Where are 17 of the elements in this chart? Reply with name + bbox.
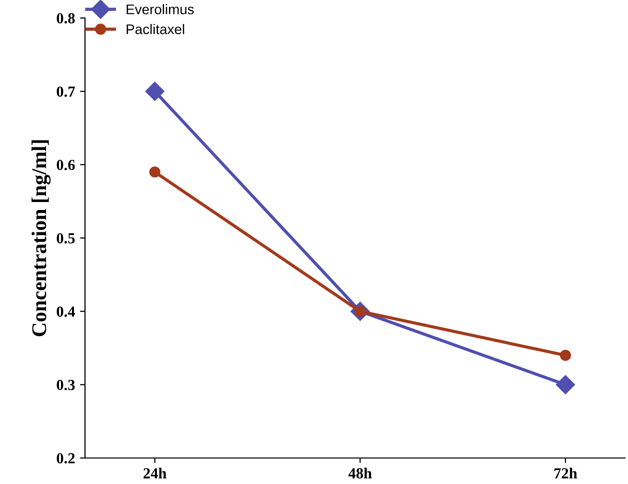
y-tick-label: 0.2 — [56, 453, 75, 464]
point — [145, 82, 164, 101]
legend-label: Paclitaxel — [126, 24, 184, 34]
y-tick-label: 0.4 — [56, 306, 75, 317]
y-tick-label: 0.7 — [56, 86, 75, 97]
y-tick-label: 0.8 — [56, 13, 75, 24]
point — [149, 166, 160, 178]
y-tick-label: 0.5 — [56, 233, 75, 244]
x-tick-label: 48h — [348, 468, 372, 478]
legend-label: Everolimus — [126, 4, 194, 14]
x-tick-label: 24h — [144, 468, 166, 478]
y-tick-label: 0.6 — [56, 160, 75, 170]
point — [556, 375, 575, 394]
point — [560, 350, 572, 361]
y-tick-label: 0.3 — [56, 380, 75, 390]
x-tick-label: 72h — [554, 468, 578, 478]
y-axis-title: Concentration [ng/ml] — [32, 140, 51, 336]
